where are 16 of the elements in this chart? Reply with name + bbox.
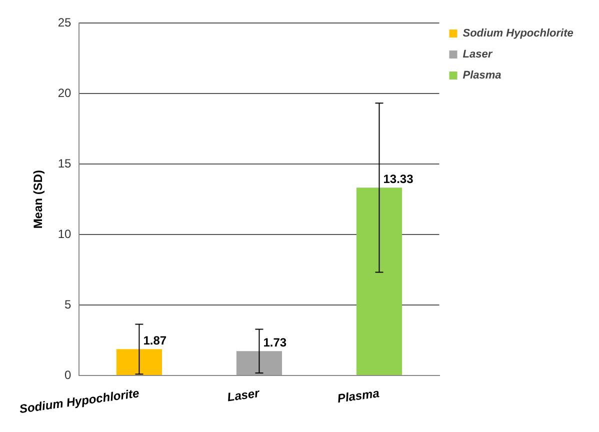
- x-tick-label: Laser: [226, 386, 262, 404]
- y-tick-label: 15: [58, 156, 72, 170]
- data-label: 1.87: [143, 333, 167, 348]
- y-tick-label: 20: [58, 86, 72, 100]
- y-tick-label: 0: [64, 368, 72, 382]
- y-tick-label: 10: [58, 226, 72, 241]
- y-axis-title: Mean (SD): [30, 170, 45, 229]
- legend-label: Laser: [462, 48, 493, 61]
- legend-label: Sodium Hypochlorite: [462, 28, 574, 40]
- y-tick-label: 25: [58, 16, 72, 30]
- data-label: 1.73: [263, 335, 287, 350]
- y-tick-label: 5: [64, 297, 72, 312]
- x-tick-label: Plasma: [336, 386, 380, 406]
- legend-label: Plasma: [462, 70, 502, 82]
- x-tick-label: Sodium Hypochlorite: [18, 386, 140, 416]
- data-label: 13.33: [383, 172, 414, 186]
